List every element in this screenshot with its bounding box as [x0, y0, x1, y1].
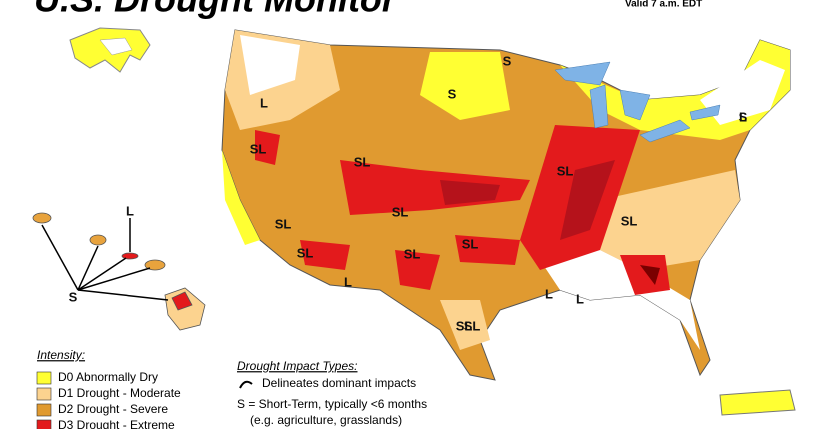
alaska-nodrought: [99, 37, 133, 56]
impact-short-term: S = Short-Term, typically <6 months: [237, 397, 427, 411]
impact-label: SL: [621, 213, 638, 228]
impact-label: SL: [354, 154, 371, 169]
puerto-rico: [719, 389, 796, 416]
legend-label: D0 Abnormally Dry: [58, 370, 158, 384]
legend-swatch: [36, 403, 52, 417]
impact-label: L: [126, 203, 134, 218]
legend-label: D3 Drought - Extreme: [58, 418, 175, 429]
legend-label: D1 Drought - Moderate: [58, 386, 181, 400]
legend-label: D2 Drought - Severe: [58, 402, 168, 416]
impact-label: L: [344, 274, 352, 289]
impact-label: SL: [456, 318, 473, 333]
title: U.S. Drought Monitor: [34, 0, 398, 20]
impact-label: S: [69, 289, 78, 304]
impact-label: SL: [297, 245, 314, 260]
impact-example: (e.g. agriculture, grasslands): [250, 413, 402, 427]
valid-date: Valid 7 a.m. EDT: [625, 0, 702, 10]
impact-label: SL: [464, 318, 481, 333]
impact-label: S: [739, 109, 748, 124]
hawaii: [32, 212, 206, 331]
impact-label: SL: [275, 216, 292, 231]
legend-title: Intensity:: [37, 348, 85, 362]
impact-label: S: [448, 86, 457, 101]
impact-label: SL: [557, 163, 574, 178]
legend-swatch: [36, 419, 52, 429]
impact-label: SL: [404, 246, 421, 261]
impact-label: S: [503, 53, 512, 68]
impact-label: L: [260, 95, 268, 110]
great-lakes: [554, 61, 721, 143]
impact-label: L: [545, 286, 553, 301]
drought-zones: [222, 30, 790, 350]
legend-swatch: [36, 371, 52, 385]
impact-line-symbol: [239, 380, 253, 389]
impact-label: L: [576, 291, 584, 306]
hawaii-pointers: [41, 218, 169, 301]
legend-swatch: [36, 387, 52, 401]
impact-label: SL: [250, 141, 267, 156]
impact-label: SL: [462, 236, 479, 251]
impact-label: L: [739, 109, 747, 124]
impact-label: SL: [392, 204, 409, 219]
legend: D0 Abnormally Dry D1 Drought - Moderate D2…: [36, 370, 181, 429]
impact-title: Drought Impact Types:: [237, 359, 358, 373]
impact-line: Delineates dominant impacts: [262, 376, 416, 390]
